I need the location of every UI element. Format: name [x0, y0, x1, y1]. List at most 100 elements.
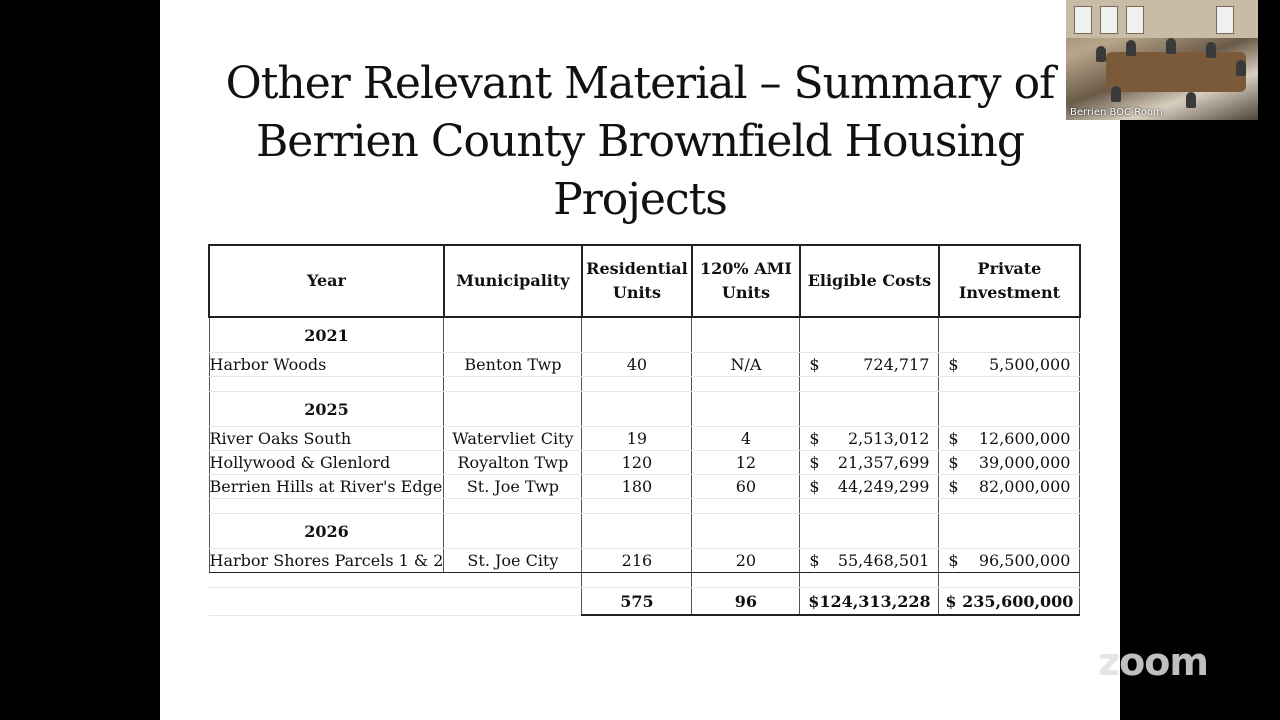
empty-cell	[443, 513, 583, 549]
empty-cell	[581, 513, 693, 549]
ami-units: 20	[691, 548, 801, 573]
empty-cell	[691, 317, 801, 353]
video-person	[1111, 86, 1121, 102]
zoom-logo: zoom	[1098, 640, 1209, 684]
ami-units: 4	[691, 426, 801, 451]
project-name: Hollywood & Glenlord	[208, 450, 445, 475]
total-ami-units: 96	[691, 587, 801, 616]
year-label: 2021	[208, 317, 445, 353]
currency-symbol: $	[809, 429, 820, 448]
amount: 724,717	[863, 355, 930, 374]
eligible-costs: $55,468,501	[799, 548, 940, 573]
amount: 12,600,000	[978, 429, 1071, 448]
video-person	[1126, 40, 1136, 56]
empty-cell	[691, 513, 801, 549]
video-participant-label: Berrien BOC Room	[1070, 107, 1163, 118]
municipality: Royalton Twp	[443, 450, 583, 475]
header-ami-units: 120% AMI Units	[690, 244, 801, 318]
project-name: River Oaks South	[208, 426, 445, 451]
amount: 2,513,012	[847, 429, 930, 448]
table-row: Harbor Shores Parcels 1 & 2 St. Joe City…	[208, 548, 1081, 573]
video-window-shape	[1216, 6, 1234, 34]
header-private-investment: Private Investment	[937, 244, 1081, 318]
project-name: Harbor Woods	[208, 352, 445, 377]
amount: 21,357,699	[837, 453, 930, 472]
year-row-2021: 2021	[208, 317, 1081, 353]
empty-cell	[691, 391, 801, 427]
currency-symbol: $	[948, 477, 959, 496]
empty-cell	[938, 317, 1081, 353]
header-residential-line-2: Units	[612, 283, 661, 302]
table-row: Harbor Woods Benton Twp 40 N/A $724,717 …	[208, 352, 1081, 377]
year-row-2026: 2026	[208, 513, 1081, 549]
residential-units: 40	[581, 352, 693, 377]
slide-title-line-1: Other Relevant Material – Summary of	[225, 58, 1056, 109]
header-residential-line-1: Residential	[586, 259, 688, 278]
private-investment: $82,000,000	[938, 474, 1081, 499]
amount: 55,468,501	[837, 551, 930, 570]
empty-cell	[938, 391, 1081, 427]
private-investment: $12,600,000	[938, 426, 1081, 451]
empty-cell	[209, 587, 444, 616]
total-private-investment: $ 235,600,000	[938, 587, 1081, 616]
municipality: St. Joe City	[443, 548, 583, 573]
spacer-row	[208, 498, 1081, 514]
total-residential-units: 575	[581, 587, 693, 616]
currency-symbol: $	[948, 453, 959, 472]
private-investment: $5,500,000	[938, 352, 1081, 377]
currency-symbol: $	[809, 453, 820, 472]
private-investment: $96,500,000	[938, 548, 1081, 573]
empty-cell	[581, 317, 693, 353]
spacer-row	[208, 376, 1081, 392]
header-municipality: Municipality	[442, 244, 583, 318]
currency-symbol: $	[948, 551, 959, 570]
ami-units: 12	[691, 450, 801, 475]
ami-units: N/A	[691, 352, 801, 377]
residential-units: 19	[581, 426, 693, 451]
year-row-2025: 2025	[208, 391, 1081, 427]
empty-cell	[799, 391, 940, 427]
slide-title: Other Relevant Material – Summary of Ber…	[160, 55, 1120, 229]
amount: 5,500,000	[988, 355, 1071, 374]
header-residential-units: Residential Units	[580, 244, 693, 318]
participant-video-thumbnail[interactable]: Berrien BOC Room	[1066, 0, 1258, 120]
header-private-line-2: Investment	[958, 283, 1060, 302]
video-person	[1096, 46, 1106, 62]
presentation-slide: Other Relevant Material – Summary of Ber…	[160, 0, 1120, 720]
currency-symbol: $	[948, 355, 959, 374]
totals-row: 575 96 $124,313,228 $ 235,600,000	[209, 587, 1081, 616]
brownfield-projects-table: Year Municipality Residential Units 120%…	[208, 244, 1081, 616]
currency-symbol: $	[809, 355, 820, 374]
year-label: 2026	[208, 513, 445, 549]
slide-title-line-2: Berrien County Brownfield Housing	[255, 116, 1025, 167]
municipality: Benton Twp	[443, 352, 583, 377]
video-meeting-table	[1106, 52, 1246, 92]
empty-cell	[581, 391, 693, 427]
video-window-shape	[1126, 6, 1144, 34]
slide-title-line-3: Projects	[553, 174, 728, 225]
header-year: Year	[208, 244, 445, 318]
video-window-shape	[1100, 6, 1118, 34]
empty-cell	[799, 317, 940, 353]
ami-units: 60	[691, 474, 801, 499]
amount: 39,000,000	[978, 453, 1071, 472]
municipality: St. Joe Twp	[443, 474, 583, 499]
residential-units: 216	[581, 548, 693, 573]
table-row: Berrien Hills at River's Edge St. Joe Tw…	[208, 474, 1081, 499]
empty-cell	[443, 317, 583, 353]
eligible-costs: $44,249,299	[799, 474, 940, 499]
table-header-row: Year Municipality Residential Units 120%…	[208, 244, 1081, 318]
empty-cell	[799, 513, 940, 549]
table-row: River Oaks South Watervliet City 19 4 $2…	[208, 426, 1081, 451]
header-ami-line-2: Units	[721, 283, 770, 302]
municipality: Watervliet City	[443, 426, 583, 451]
amount: 82,000,000	[978, 477, 1071, 496]
amount: 44,249,299	[837, 477, 930, 496]
table-row: Hollywood & Glenlord Royalton Twp 120 12…	[208, 450, 1081, 475]
empty-cell	[443, 391, 583, 427]
video-person	[1236, 60, 1246, 76]
total-eligible-costs: $124,313,228	[799, 587, 940, 616]
video-person	[1206, 42, 1216, 58]
empty-cell	[443, 587, 582, 616]
header-eligible-costs: Eligible Costs	[798, 244, 940, 318]
